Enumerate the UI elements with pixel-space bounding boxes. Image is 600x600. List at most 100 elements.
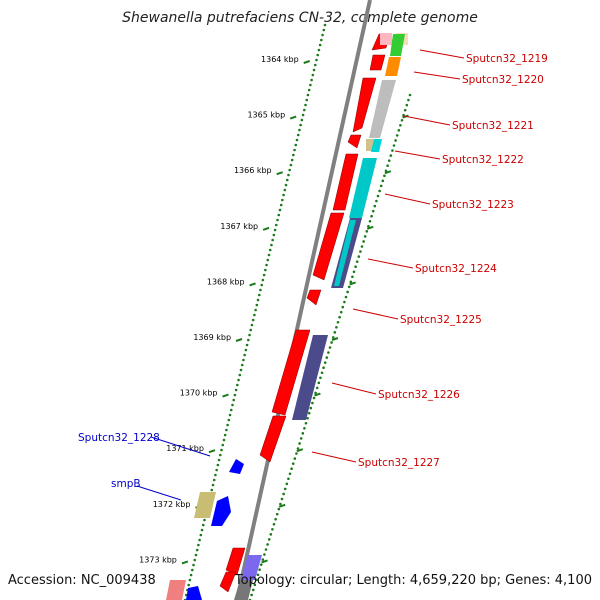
ruler-dot [303,108,306,112]
ruler-tick [366,225,374,230]
ruler-dot [280,497,284,501]
ruler-dot [212,478,216,482]
gene-label[interactable]: Sputcn32_1226 [378,389,460,401]
gene-label[interactable]: Sputcn32_1228 [78,432,160,444]
ruler-dot [347,285,351,289]
ruler-dot [191,568,194,572]
ruler-dot [338,315,341,319]
cds-darkgrey-feature[interactable] [234,580,253,600]
cds-forward-feature[interactable] [352,77,377,133]
cds-pink-feature[interactable] [380,33,392,45]
cds-forward-feature[interactable] [219,571,237,593]
gene-label[interactable]: Sputcn32_1220 [462,74,544,86]
cds-forward-feature[interactable] [332,153,359,211]
ruler-dot [192,563,195,567]
cds-forward-feature[interactable] [225,547,246,576]
ruler-dot [344,295,348,299]
ruler-dot [362,240,365,243]
ruler-dot [363,235,367,238]
gene-callout-line [394,150,441,160]
cds-cyan-feature[interactable] [371,139,382,152]
cds-forward-feature[interactable] [347,134,362,149]
gene-label[interactable]: Sputcn32_1222 [442,154,524,166]
ruler-dot [354,265,357,269]
ruler-dot [408,93,412,97]
ruler-dot [339,310,343,314]
cds-forward-feature[interactable] [369,54,386,71]
ruler-dot [273,228,277,232]
ruler-dot [226,423,229,427]
gene-label[interactable]: Sputcn32_1219 [466,53,548,65]
ruler-dot [271,238,274,242]
cds-khaki-feature[interactable] [194,492,216,518]
cds-grey-feature[interactable] [369,80,396,138]
cds-cyan-feature[interactable] [349,158,377,218]
cds-orange-feature[interactable] [385,57,401,76]
ruler-dot [255,578,258,582]
cds-navy-feature[interactable] [292,335,328,420]
ruler-dot [278,208,282,212]
genome-backbone [235,0,372,600]
ruler-dot [195,548,199,552]
ruler-tick [278,503,286,508]
ruler-dot [301,432,305,435]
cds-green-feature[interactable] [390,34,405,56]
ruler-tick-label: 1371 kbp [166,444,204,453]
ruler-dot [228,413,232,417]
ruler-dot [268,248,272,252]
gene-label[interactable]: Sputcn32_1223 [432,199,514,211]
ruler-dot [258,568,261,571]
ruler-dot [341,305,345,309]
gene-label[interactable]: Sputcn32_1225 [400,314,482,326]
ruler-dot [283,188,287,192]
gene-label[interactable]: Sputcn32_1224 [415,263,497,275]
ruler-dot [219,453,222,457]
ruler-tick [261,559,268,564]
gene-label[interactable]: Sputcn32_1227 [358,457,440,469]
ruler-dot [371,209,375,213]
ruler-dot [264,268,267,272]
ruler-dot [407,98,410,102]
cds-reverse-feature[interactable] [211,496,231,526]
cds-slate-feature[interactable] [241,555,262,580]
ruler-dot [248,333,251,337]
cds-reverse-feature[interactable] [186,586,202,600]
cds-cyan-stripe-feature[interactable] [334,220,356,286]
ruler-dot [383,174,386,178]
cds-forward-feature[interactable] [306,289,322,306]
ruler-dot [188,578,192,582]
ruler-tick [181,560,189,565]
ruler-dot [197,543,200,547]
ruler-dot [210,488,214,492]
ruler-dot [253,313,256,317]
ruler-dot [313,63,317,67]
ruler-dot [307,88,311,92]
ruler-dot [327,351,330,354]
cds-forward-feature[interactable] [312,212,345,281]
ruler-dot [304,103,307,107]
gene-label[interactable]: Sputcn32_1221 [452,120,534,132]
cds-tan-feature[interactable] [366,139,374,151]
gene-label[interactable]: smpB [111,478,141,490]
ruler-dot [275,512,279,516]
ruler-dot [299,437,303,440]
ruler-tick [331,337,339,341]
cds-pink-feature[interactable] [166,580,186,600]
ruler-dot [318,43,322,47]
cds-forward-feature[interactable] [271,329,311,416]
ruler-dot [395,134,399,137]
ruler-dot [392,144,396,147]
ruler-dot [261,278,265,282]
ruler-dot [272,522,276,526]
ruler-dot [250,323,254,327]
ruler-tick [249,282,256,287]
ruler-tick [303,60,311,64]
ruler-tick-label: 1364 kbp [261,55,299,64]
ruler-dot [293,148,296,152]
ruler-dot [217,458,221,462]
ruler-dot [333,331,337,334]
ruler-dot [249,328,253,332]
cds-reverse-feature[interactable] [229,459,244,474]
cds-forward-feature[interactable] [259,415,287,463]
